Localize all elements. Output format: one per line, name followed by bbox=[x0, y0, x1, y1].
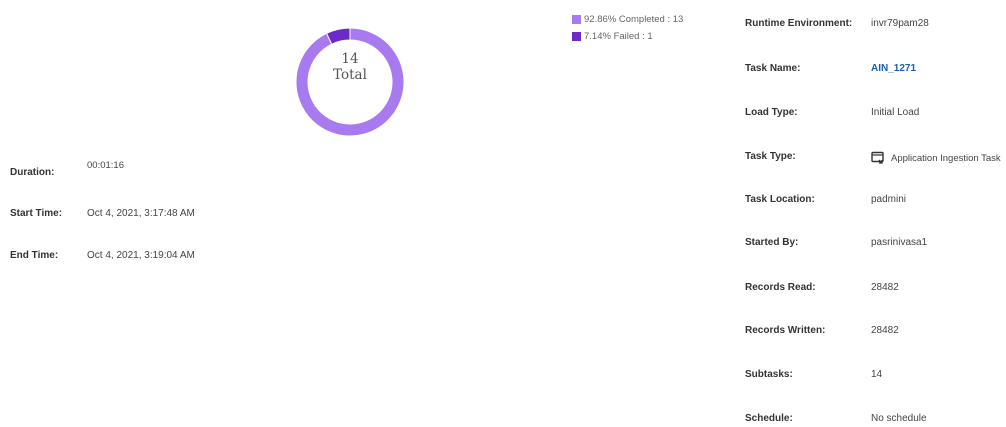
donut-svg bbox=[295, 27, 405, 137]
donut-center-label: 14 Total bbox=[295, 51, 405, 83]
started-by-value: pasrinivasa1 bbox=[871, 237, 928, 248]
donut-legend: 92.86% Completed : 13 7.14% Failed : 1 bbox=[572, 11, 683, 45]
legend-swatch-failed bbox=[572, 32, 581, 41]
records-written-label: Records Written: bbox=[745, 325, 826, 336]
started-by-label: Started By: bbox=[745, 237, 799, 248]
task-name-label: Task Name: bbox=[745, 63, 801, 74]
records-read-value: 28482 bbox=[871, 282, 899, 293]
records-read-label: Records Read: bbox=[745, 282, 816, 293]
runtime-environment-label: Runtime Environment: bbox=[745, 18, 853, 29]
load-type-label: Load Type: bbox=[745, 107, 798, 118]
end-time-label: End Time: bbox=[10, 250, 59, 261]
task-name-link[interactable]: AIN_1271 bbox=[871, 63, 917, 74]
subtasks-label: Subtasks: bbox=[745, 369, 793, 380]
donut-segment-failed[interactable] bbox=[325, 27, 351, 45]
task-type-label: Task Type: bbox=[745, 151, 796, 162]
task-location-value: padmini bbox=[871, 194, 907, 205]
subtasks-value: 14 bbox=[871, 369, 883, 380]
donut-total-label: Total bbox=[333, 67, 367, 83]
donut-segment-completed[interactable] bbox=[295, 27, 405, 137]
end-time-value: Oct 4, 2021, 3:19:04 AM bbox=[87, 250, 195, 261]
legend-item-completed[interactable]: 92.86% Completed : 13 bbox=[572, 11, 683, 28]
donut-total-number: 14 bbox=[341, 51, 359, 67]
runtime-environment-value: invr79pam28 bbox=[871, 18, 929, 29]
load-type-value: Initial Load bbox=[871, 107, 920, 118]
schedule-label: Schedule: bbox=[745, 413, 793, 424]
start-time-label: Start Time: bbox=[10, 208, 63, 219]
start-time-value: Oct 4, 2021, 3:17:48 AM bbox=[87, 208, 195, 219]
duration-label: Duration: bbox=[10, 167, 55, 178]
legend-swatch-completed bbox=[572, 15, 581, 24]
application-ingestion-icon bbox=[871, 151, 884, 164]
legend-item-failed[interactable]: 7.14% Failed : 1 bbox=[572, 28, 683, 45]
legend-label-failed: 7.14% Failed : 1 bbox=[584, 31, 653, 42]
schedule-value: No schedule bbox=[871, 413, 927, 424]
records-written-value: 28482 bbox=[871, 325, 899, 336]
duration-value: 00:01:16 bbox=[87, 160, 124, 171]
task-type-value: Application Ingestion Task bbox=[871, 151, 1001, 165]
task-type-text: Application Ingestion Task bbox=[891, 152, 1001, 164]
task-location-label: Task Location: bbox=[745, 194, 815, 205]
legend-label-completed: 92.86% Completed : 13 bbox=[584, 14, 684, 25]
status-donut-chart: 14 Total bbox=[295, 27, 405, 137]
